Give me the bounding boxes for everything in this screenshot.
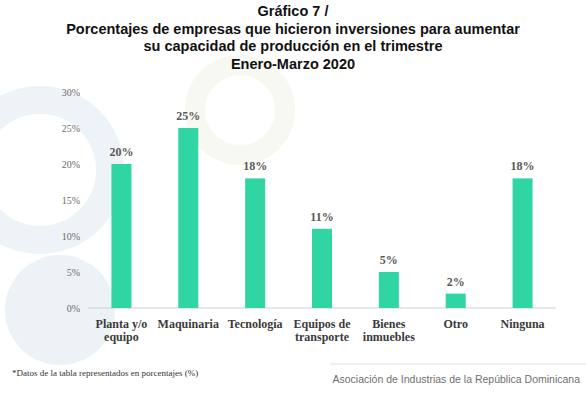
footnote: *Datos de la tabla representados en porc… bbox=[12, 368, 198, 378]
y-tick bbox=[85, 308, 88, 309]
labels: 20% Planta y/oequipo 25% Maquinaria 18% Tecno… bbox=[96, 109, 545, 344]
y-tick-label: 5% bbox=[67, 267, 80, 278]
x-tick-label: Maquinaria bbox=[158, 317, 219, 331]
y-tick bbox=[85, 200, 88, 201]
y-tick-label: 20% bbox=[62, 159, 80, 170]
bars bbox=[111, 128, 532, 308]
bar bbox=[379, 272, 399, 308]
bar bbox=[178, 128, 198, 308]
y-tick bbox=[85, 92, 88, 93]
data-label: 18% bbox=[243, 159, 267, 173]
source: Asociación de Industrias de la República… bbox=[333, 373, 581, 385]
data-label: 11% bbox=[310, 210, 333, 224]
bar bbox=[312, 229, 332, 308]
chart: Gráfico 7 / Porcentajes de empresas que h… bbox=[0, 0, 586, 399]
background-decoration bbox=[0, 65, 285, 365]
x-tick-label: Otro bbox=[443, 317, 467, 331]
title: Enero-Marzo 2020 bbox=[231, 56, 355, 72]
x-tick-label: Ninguna bbox=[501, 317, 545, 331]
x-tick-label: Planta y/oequipo bbox=[96, 317, 148, 344]
y-axis: 0% 5% 10% 15% 20% 25% 30% bbox=[62, 87, 88, 314]
decor-ring bbox=[0, 100, 110, 240]
data-label: 5% bbox=[380, 253, 398, 267]
y-tick-label: 30% bbox=[62, 87, 80, 98]
data-label: 18% bbox=[511, 159, 535, 173]
x-tick-label: Bienesinmuebles bbox=[363, 317, 415, 344]
page: {"chart_data": { "type": "bar", "title":… bbox=[0, 0, 586, 399]
y-tick bbox=[85, 272, 88, 273]
y-tick bbox=[85, 164, 88, 165]
y-tick bbox=[85, 236, 88, 237]
decor-circle bbox=[5, 255, 115, 365]
x-tick-label: Equipos detransporte bbox=[293, 317, 351, 344]
bar bbox=[111, 164, 131, 308]
title: Porcentajes de empresas que hicieron inv… bbox=[66, 21, 520, 37]
bar bbox=[245, 178, 265, 308]
bar bbox=[446, 294, 466, 308]
y-tick bbox=[85, 128, 88, 129]
x-tick-label: Tecnología bbox=[228, 317, 283, 331]
source-rule bbox=[330, 364, 586, 365]
data-label: 25% bbox=[176, 109, 200, 123]
title: su capacidad de producción en el trimest… bbox=[144, 38, 443, 54]
y-tick-label: 0% bbox=[67, 303, 80, 314]
data-label: 20% bbox=[109, 145, 133, 159]
bar bbox=[513, 178, 533, 308]
title: Gráfico 7 / bbox=[258, 3, 329, 19]
data-label: 2% bbox=[447, 275, 465, 289]
decor-ring bbox=[195, 65, 285, 155]
y-tick-label: 25% bbox=[62, 123, 80, 134]
y-tick-label: 10% bbox=[62, 231, 80, 242]
y-tick-label: 15% bbox=[62, 195, 80, 206]
